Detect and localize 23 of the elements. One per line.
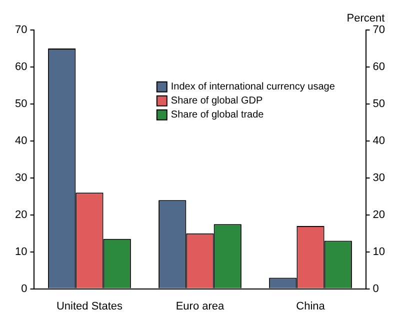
y-tick-label: 70 [14, 24, 28, 36]
x-tick-label: United States [56, 300, 124, 312]
y2-axis-title: Percent [346, 12, 385, 25]
y2-tick-label: 70 [372, 24, 386, 36]
y-tick-label: 50 [14, 98, 28, 110]
y2-tick-label: 20 [372, 208, 386, 221]
y-tick-label: 40 [14, 134, 28, 147]
y-tick-label: 20 [14, 208, 28, 221]
y2-tick-label: 30 [372, 172, 386, 184]
y2-tick-label: 0 [372, 282, 379, 295]
y-tick-label: 30 [14, 172, 28, 184]
x-tick-label: Euro area [176, 300, 226, 312]
y2-tick-label: 50 [372, 98, 386, 110]
y2-tick-label: 60 [372, 61, 386, 74]
y2-tick-label: 10 [372, 246, 386, 258]
y2-tick-label: 40 [372, 134, 386, 147]
legend-label: Share of global trade [170, 110, 264, 121]
y-tick-label: 60 [14, 61, 28, 74]
y-tick-label: 0 [21, 282, 28, 295]
x-tick-label: China [296, 300, 326, 312]
legend-label: Index of international currency usage [170, 82, 336, 93]
legend-label: Share of global GDP [170, 96, 263, 107]
y-tick-label: 10 [14, 246, 28, 258]
